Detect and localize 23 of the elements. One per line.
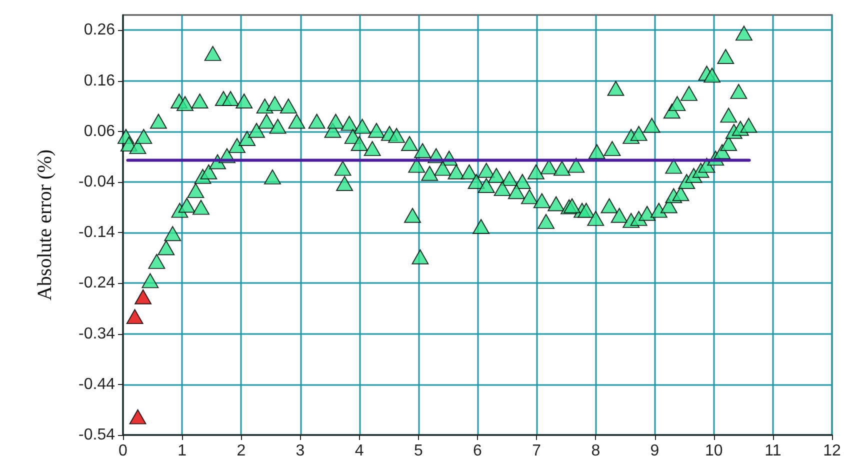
x-tick-label: 7 [532,442,542,460]
x-tick-label: 1 [178,442,187,460]
y-tick-label: 0.16 [84,72,116,90]
y-tick-label: 0.26 [84,22,116,39]
x-tick-label: 3 [296,442,305,460]
x-tick-label: 11 [764,442,782,460]
y-tick-label: 0.06 [84,122,116,140]
x-tick-label: 0 [118,442,128,460]
y-tick-label: -0.14 [78,224,116,242]
y-axis-title: Absolute error (%) [34,149,56,301]
y-tick-label: -0.44 [78,376,116,393]
x-tick-label: 4 [354,442,364,460]
x-tick-label: 9 [650,442,660,460]
x-tick-label: 8 [591,442,600,460]
x-tick-label: 2 [236,442,246,460]
y-tick-label: -0.24 [78,274,116,292]
x-tick-label: 10 [704,442,723,460]
x-tick-label: 6 [473,442,482,460]
x-tick-label: 5 [414,442,423,460]
y-tick-label: -0.04 [78,173,116,190]
x-tick-label: 12 [823,442,841,460]
y-tick-label: -0.34 [78,325,116,342]
y-tick-label: -0.54 [78,426,116,444]
